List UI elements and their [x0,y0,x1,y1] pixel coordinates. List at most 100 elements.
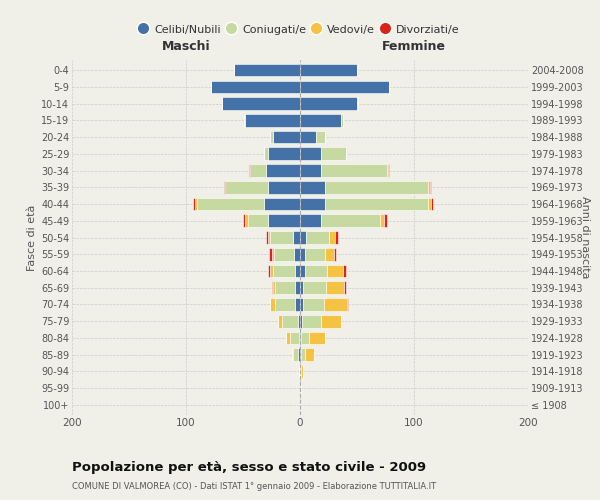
Bar [341,114,343,126]
Bar [234,64,300,76]
Bar [306,231,329,244]
Bar [385,214,386,227]
Bar [386,164,388,177]
Bar [266,231,268,244]
Bar [325,248,334,260]
Bar [305,348,314,361]
Bar [268,148,300,160]
Bar [300,264,305,278]
Bar [300,282,304,294]
Bar [299,332,300,344]
Bar [197,198,263,210]
Bar [211,80,300,93]
Bar [223,98,300,110]
Bar [295,264,300,278]
Bar [275,298,295,311]
Bar [295,248,300,260]
Bar [388,164,389,177]
Bar [271,248,274,260]
Bar [300,198,325,210]
Bar [250,164,266,177]
Bar [300,164,320,177]
Bar [272,130,300,143]
Bar [300,181,325,194]
Bar [301,365,304,378]
Bar [300,348,301,361]
Bar [269,248,271,260]
Text: Maschi: Maschi [161,40,211,53]
Bar [328,264,343,278]
Bar [300,248,305,260]
Bar [224,181,225,194]
Bar [245,214,248,227]
Bar [300,64,357,76]
Bar [292,348,293,361]
Bar [320,148,346,160]
Bar [301,332,309,344]
Bar [225,181,268,194]
Bar [248,214,268,227]
Bar [304,282,326,294]
Bar [244,114,245,126]
Bar [304,298,324,311]
Bar [295,298,300,311]
Bar [272,264,295,278]
Bar [271,130,272,143]
Bar [299,365,300,378]
Bar [320,164,386,177]
Bar [300,214,320,227]
Bar [295,282,300,294]
Bar [245,114,300,126]
Bar [334,248,337,260]
Bar [266,164,300,177]
Text: Popolazione per età, sesso e stato civile - 2009: Popolazione per età, sesso e stato civil… [72,461,426,474]
Bar [293,348,298,361]
Bar [268,264,271,278]
Bar [195,198,197,210]
Bar [347,298,348,311]
Bar [275,282,295,294]
Bar [293,231,300,244]
Text: COMUNE DI VALMOREA (CO) - Dati ISTAT 1° gennaio 2009 - Elaborazione TUTTITALIA.I: COMUNE DI VALMOREA (CO) - Dati ISTAT 1° … [72,482,436,492]
Bar [272,282,275,294]
Bar [271,264,272,278]
Bar [298,348,300,361]
Bar [343,264,346,278]
Bar [300,365,301,378]
Bar [263,198,300,210]
Bar [316,130,325,143]
Bar [278,315,282,328]
Bar [193,198,195,210]
Bar [300,98,357,110]
Bar [431,198,433,210]
Bar [301,348,305,361]
Bar [320,214,380,227]
Bar [305,264,328,278]
Bar [300,114,341,126]
Bar [271,282,272,294]
Bar [300,298,304,311]
Bar [300,148,320,160]
Bar [249,164,250,177]
Bar [298,315,300,328]
Bar [243,214,245,227]
Bar [380,214,385,227]
Bar [326,282,344,294]
Bar [290,332,299,344]
Text: Femmine: Femmine [382,40,446,53]
Bar [268,214,300,227]
Bar [268,181,300,194]
Bar [324,298,347,311]
Bar [305,248,325,260]
Bar [271,298,275,311]
Bar [286,332,290,344]
Bar [300,382,301,394]
Bar [325,198,428,210]
Bar [282,315,298,328]
Bar [300,332,301,344]
Bar [430,181,431,194]
Bar [309,332,325,344]
Legend: Celibi/Nubili, Coniugati/e, Vedovi/e, Divorziati/e: Celibi/Nubili, Coniugati/e, Vedovi/e, Di… [136,20,464,39]
Bar [300,130,316,143]
Y-axis label: Fasce di età: Fasce di età [26,204,37,270]
